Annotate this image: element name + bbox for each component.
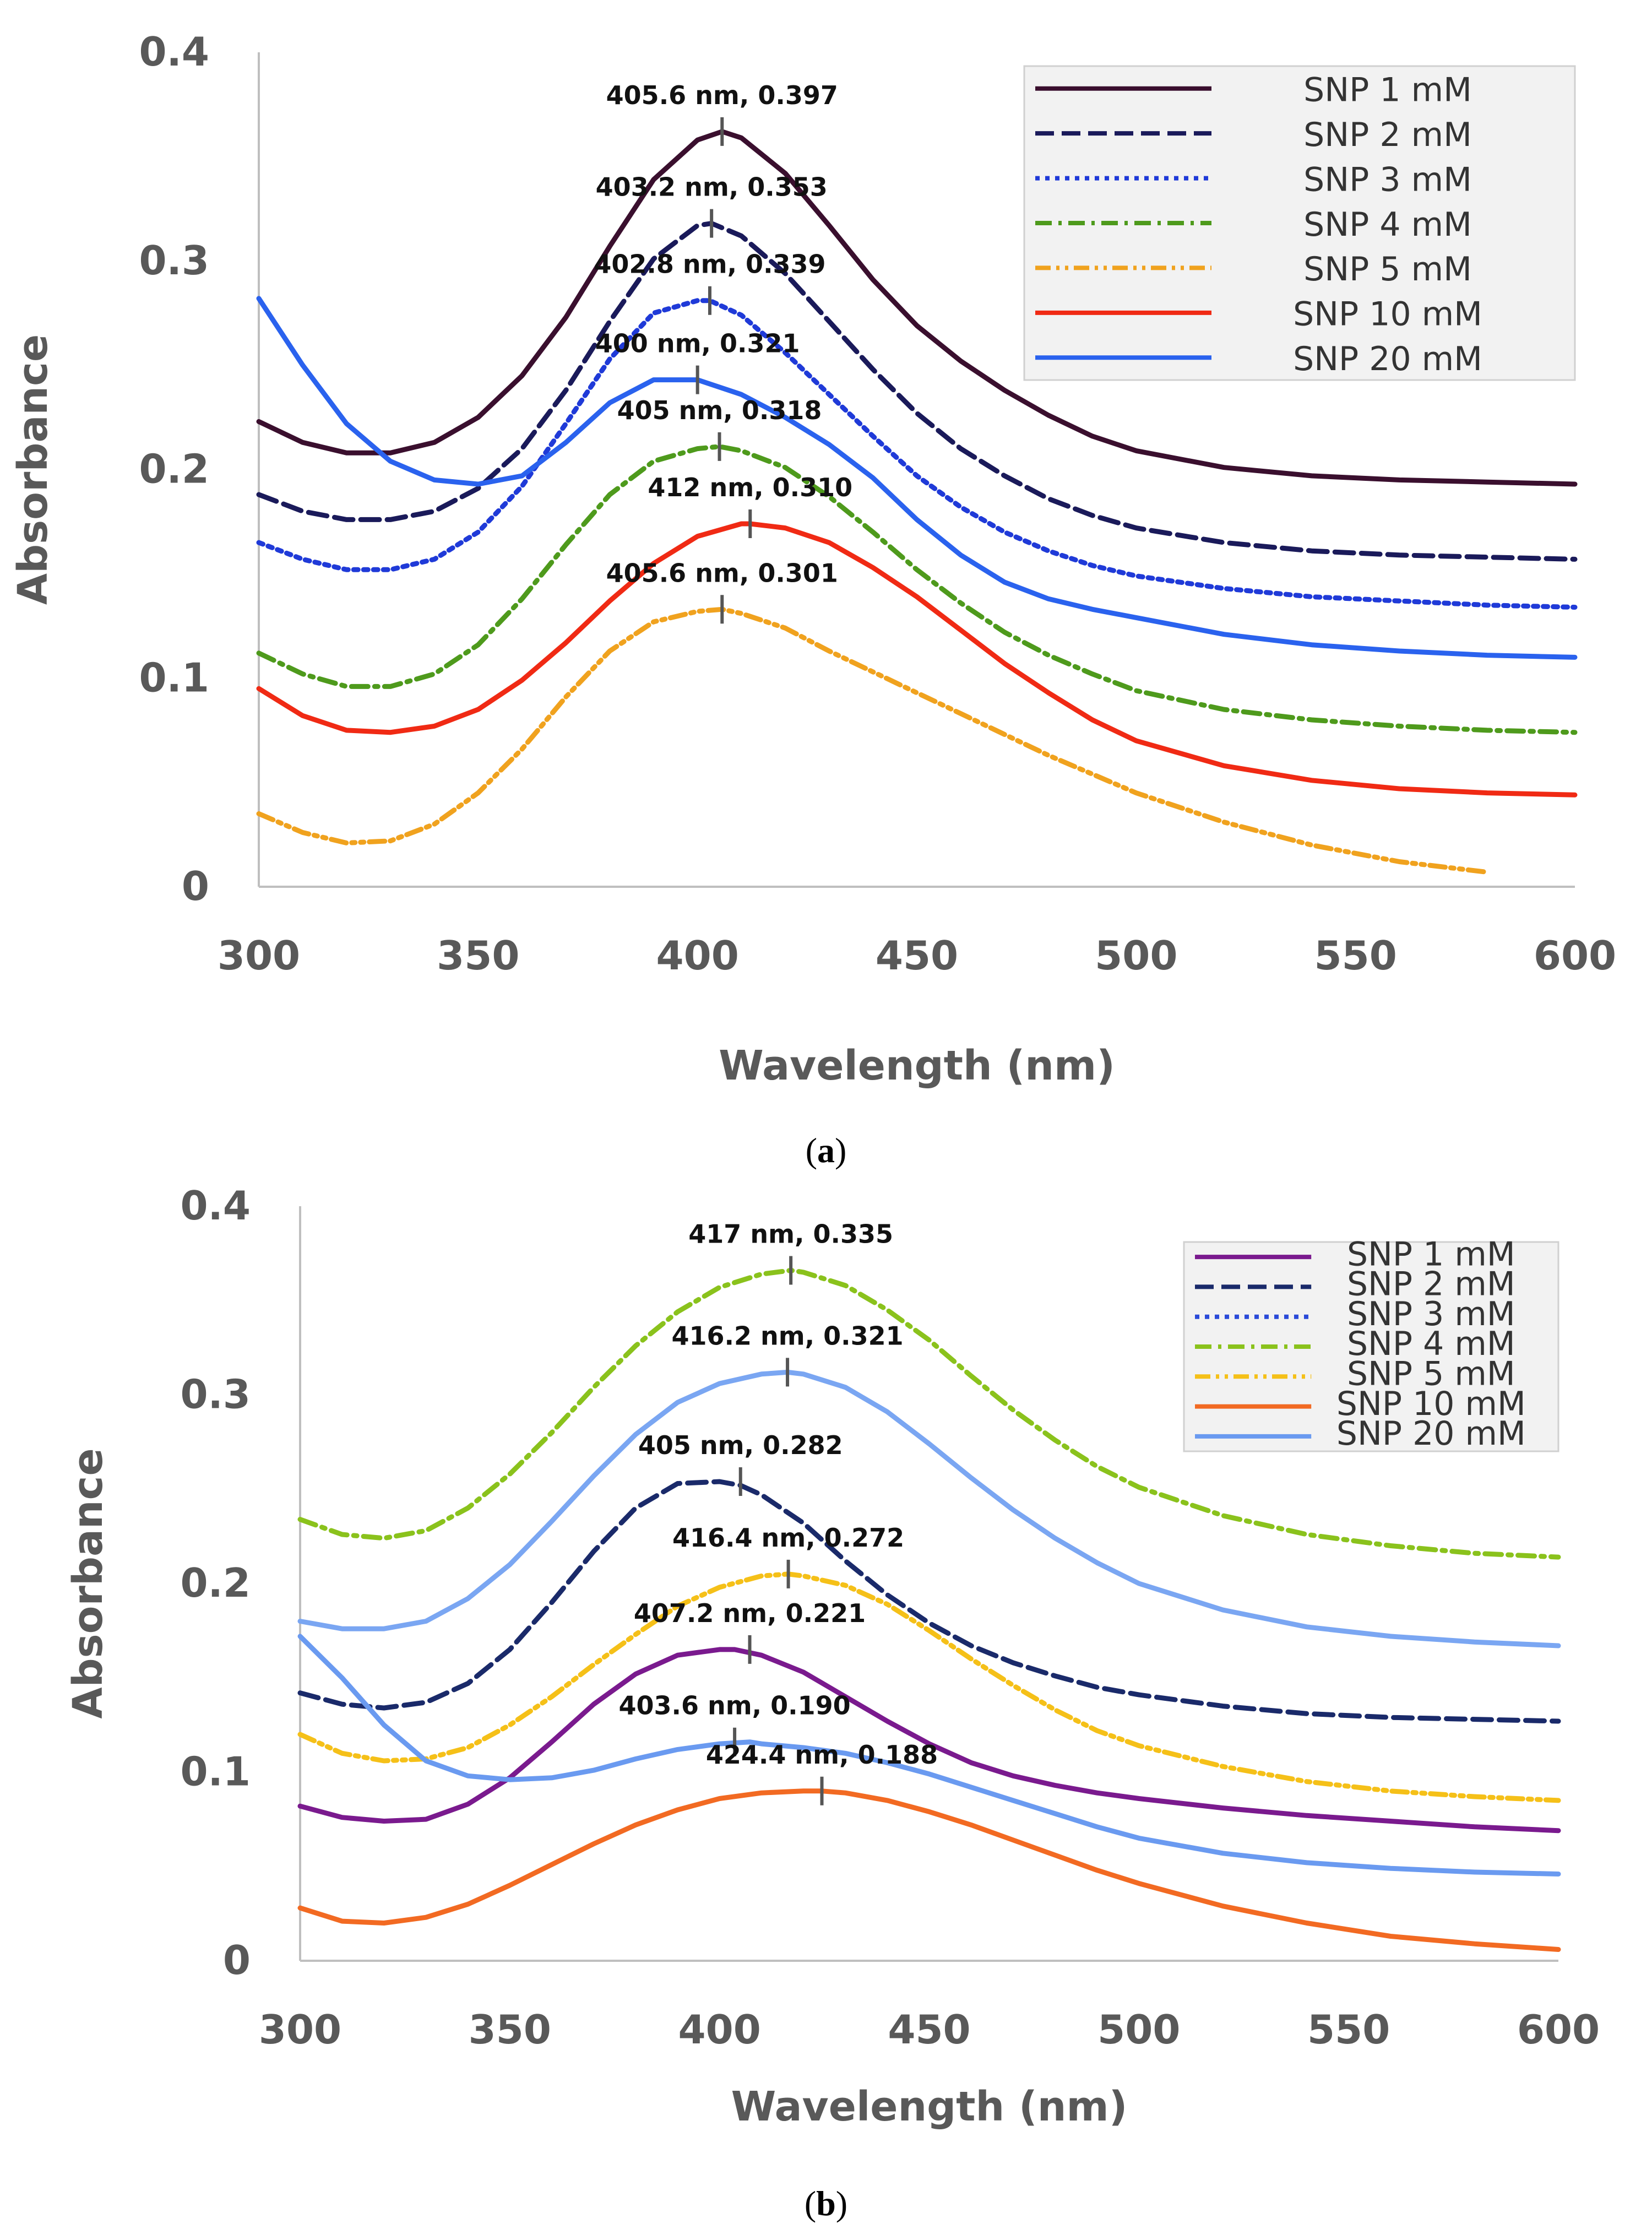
caption-b: (b) — [805, 2184, 847, 2223]
legend-label: SNP 4 mM — [1347, 1325, 1515, 1363]
x-tick-label: 550 — [1307, 2006, 1390, 2053]
series-line-snp-1-mm — [256, 129, 1578, 487]
series-line-snp-20-mm-upper- — [297, 1369, 1561, 1648]
plot-area-a: 0 0.1 0.2 0.3 0.4 300 350 400 450 500 550 600 Wavele… — [9, 29, 1616, 1089]
x-tick-label: 600 — [1517, 2006, 1600, 2053]
legend-label: SNP 1 mM — [1303, 71, 1472, 110]
series-line-snp-4-mm — [256, 444, 1578, 735]
x-tick-label: 400 — [656, 932, 739, 979]
y-tick-label: 0.3 — [180, 1371, 251, 1418]
y-tick-label: 0.1 — [139, 654, 209, 701]
peak-annotation: 405.6 nm, 0.301 — [606, 558, 838, 588]
series-line-snp-20-mm — [297, 1634, 1561, 1877]
peak-annotation: 400 nm, 0.321 — [595, 329, 800, 359]
peak-annotation: 416.2 nm, 0.321 — [671, 1321, 903, 1351]
x-tick-label: 400 — [678, 2006, 761, 2053]
caption-a: (a) — [806, 1131, 847, 1170]
y-tick-label: 0 — [182, 863, 209, 909]
peak-annotation: 403.2 nm, 0.353 — [596, 172, 828, 202]
legend-label: SNP 20 mM — [1293, 340, 1482, 378]
peak-annotation: 403.6 nm, 0.190 — [618, 1691, 850, 1721]
series-line-snp-2-mm — [297, 1479, 1561, 1724]
series-line-snp-10-mm — [297, 1788, 1561, 1952]
series-line-snp-1-mm — [297, 1647, 1561, 1834]
peak-annotation: 412 nm, 0.310 — [648, 473, 852, 502]
chart-panel-a: 0 0.1 0.2 0.3 0.4 300 350 400 450 500 550 600 Wavele… — [9, 29, 1616, 1170]
legend-label: SNP 4 mM — [1303, 205, 1472, 244]
x-tick-label: 450 — [888, 2006, 970, 2053]
legend-label: SNP 10 mM — [1293, 295, 1482, 334]
y-tick-label: 0.4 — [180, 1190, 251, 1229]
legend-box — [1183, 1241, 1559, 1452]
legend-label: SNP 1 mM — [1347, 1235, 1515, 1273]
x-axis-title: Wavelength (nm) — [719, 1042, 1115, 1089]
y-tick-label: 0.2 — [139, 446, 209, 492]
peak-annotation: 405 nm, 0.318 — [617, 395, 822, 425]
legend-label: SNP 5 mM — [1347, 1354, 1515, 1393]
y-tick-label: 0.2 — [180, 1560, 251, 1606]
x-tick-label: 350 — [437, 932, 519, 979]
x-tick-label: 300 — [259, 2006, 341, 2053]
series-line-snp-10-mm — [256, 521, 1578, 798]
legend-label: SNP 2 mM — [1303, 116, 1472, 154]
x-tick-label: 500 — [1095, 932, 1177, 979]
series-line-snp-2-mm — [256, 221, 1578, 562]
y-tick-label: 0.4 — [139, 29, 209, 75]
peak-annotation: 407.2 nm, 0.221 — [634, 1598, 866, 1628]
y-tick-label: 0.3 — [139, 237, 209, 284]
y-tick-label: 0.1 — [180, 1749, 251, 1795]
series-line-snp-5-mm — [256, 606, 1490, 875]
y-axis-title: Absorbance — [64, 1448, 112, 1718]
legend-label: SNP 2 mM — [1347, 1265, 1515, 1304]
series-line-snp-3-mm — [256, 298, 1578, 610]
peak-annotation: 405 nm, 0.282 — [638, 1430, 843, 1460]
x-axis-title: Wavelength (nm) — [731, 2083, 1128, 2130]
peak-annotation: 417 nm, 0.335 — [688, 1219, 893, 1249]
peak-annotation: 405.6 nm, 0.397 — [606, 80, 838, 110]
peak-annotation: 416.4 nm, 0.272 — [672, 1523, 904, 1553]
chart-b-svg: 0 0.1 0.2 0.3 0.4 300 350 400 450 500 550 600 Wavele… — [64, 1190, 1600, 2223]
series-line-snp-5-mm — [297, 1571, 1561, 1803]
peak-annotation: 424.4 nm, 0.188 — [706, 1740, 938, 1770]
series-line-snp-4-mm — [297, 1268, 1561, 1560]
x-tick-label: 500 — [1097, 2006, 1180, 2053]
x-tick-label: 350 — [469, 2006, 551, 2053]
plot-area-b: 0 0.1 0.2 0.3 0.4 300 350 400 450 500 550 600 Wavele… — [64, 1190, 1600, 2130]
chart-panel-b: 0 0.1 0.2 0.3 0.4 300 350 400 450 500 550 600 Wavele… — [0, 1190, 1652, 2229]
legend-label: SNP 3 mM — [1347, 1295, 1515, 1333]
legend-label: SNP 10 mM — [1336, 1385, 1526, 1423]
y-tick-label: 0 — [223, 1937, 251, 1983]
x-tick-label: 600 — [1534, 932, 1616, 979]
legend-label: SNP 3 mM — [1303, 160, 1472, 199]
x-tick-label: 450 — [876, 932, 958, 979]
x-tick-label: 550 — [1314, 932, 1397, 979]
y-axis-title: Absorbance — [9, 334, 57, 605]
legend-label: SNP 20 mM — [1336, 1414, 1526, 1453]
x-tick-label: 300 — [218, 932, 300, 979]
legend-label: SNP 5 mM — [1303, 250, 1472, 289]
series-line-snp-20-mm — [256, 296, 1578, 660]
chart-a-svg: 0 0.1 0.2 0.3 0.4 300 350 400 450 500 550 600 Wavele… — [9, 29, 1616, 1170]
peak-annotation: 402.8 nm, 0.339 — [594, 250, 825, 279]
